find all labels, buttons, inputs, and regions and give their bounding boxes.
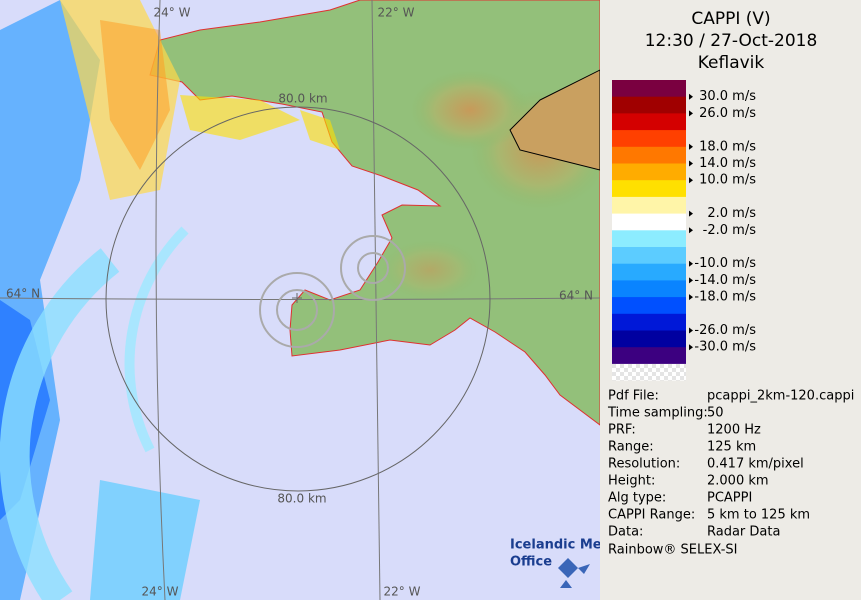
info-value: Radar Data (707, 525, 780, 540)
legend-label: 26.0 m/s (699, 106, 756, 121)
echo (90, 480, 200, 600)
legend-tick (689, 143, 693, 150)
lon-label: 22° W (384, 585, 421, 599)
echo-arc (124, 226, 189, 453)
legend-tick (689, 210, 693, 217)
legend-label: 10.0 m/s (699, 173, 756, 188)
legend-swatch (612, 113, 686, 131)
legend-label: -26.0 m/s (694, 323, 756, 338)
logo-text: Office (510, 555, 552, 570)
footer: Rainbow® SELEX-SI (608, 543, 738, 558)
info-value: pcappi_2km-120.cappi (707, 389, 854, 404)
legend-swatch (612, 313, 686, 331)
lon-label: 24° W (142, 585, 179, 599)
logo: Icelandic Met Office (510, 538, 608, 588)
legend-label: 2.0 m/s (707, 206, 756, 221)
legend-label: -2.0 m/s (703, 223, 757, 238)
legend-tick (689, 344, 693, 351)
logo-icon (558, 558, 590, 588)
legend-swatch (612, 213, 686, 231)
logo-text: Icelandic Met (510, 538, 608, 553)
range-ring (105, 106, 491, 492)
info-key: Data: (608, 525, 643, 540)
info-value: 0.417 km/pixel (707, 457, 804, 472)
legend-tick (689, 277, 693, 284)
radar-ring (259, 272, 335, 348)
legend-label: 18.0 m/s (699, 139, 756, 154)
legend-label: -10.0 m/s (694, 256, 756, 271)
legend-label: -30.0 m/s (694, 340, 756, 355)
range-label: 80.0 km (278, 92, 327, 106)
lake-area (509, 69, 600, 171)
info-key: Time sampling: (607, 406, 708, 421)
info-key: Pdf File: (608, 389, 659, 404)
info-key: Alg type: (608, 491, 666, 506)
legend-swatch (612, 80, 686, 98)
radar-site (292, 293, 302, 303)
info-value: 5 km to 125 km (707, 508, 810, 523)
legend-tick (689, 294, 693, 301)
legend-tick (689, 93, 693, 100)
lon-label: 24° W (154, 6, 191, 20)
info-value: 50 (707, 406, 724, 421)
info-value: 1200 Hz (707, 423, 761, 438)
legend-swatch (612, 163, 686, 181)
highland (410, 70, 530, 150)
info-key: Height: (608, 474, 655, 489)
highland (380, 240, 480, 300)
echo (100, 20, 170, 170)
parallel (0, 297, 600, 300)
legend-swatch (612, 297, 686, 315)
info-value: PCAPPI (707, 491, 752, 506)
info-key: CAPPI Range: (608, 508, 695, 523)
lat-label: 64° N (6, 287, 40, 301)
legend-tick (689, 327, 693, 334)
info-value: 125 km (707, 440, 756, 455)
legend-swatch-nodata (612, 363, 686, 381)
legend-label: -18.0 m/s (694, 290, 756, 305)
info-table: Pdf File: pcappi_2km-120.cappi Time sampli… (607, 389, 854, 540)
panel-station: Keflavik (698, 53, 765, 73)
legend-label: 14.0 m/s (699, 156, 756, 171)
legend-swatch (612, 280, 686, 298)
legend-swatch (612, 347, 686, 365)
legend-tick (689, 260, 693, 267)
legend-swatch (612, 230, 686, 248)
info-key: PRF: (608, 423, 636, 438)
echo (300, 110, 340, 150)
lat-label: 64° N (559, 289, 593, 303)
info-value: 2.000 km (707, 474, 769, 489)
legend-tick (689, 160, 693, 167)
legend-label: 30.0 m/s (699, 89, 756, 104)
range-label: 80.0 km (277, 492, 326, 506)
panel-title: CAPPI (V) (691, 9, 770, 29)
legend-swatch (612, 96, 686, 114)
info-key: Range: (608, 440, 654, 455)
lon-label: 22° W (378, 6, 415, 20)
radar-ring (340, 235, 406, 301)
legend-swatch (612, 330, 686, 348)
radar-ring (357, 252, 389, 284)
radar-ring (276, 289, 318, 331)
legend-swatch (612, 247, 686, 265)
legend-swatch (612, 180, 686, 198)
panel-time: 12:30 / 27-Oct-2018 (645, 31, 818, 51)
legend-swatch (612, 263, 686, 281)
legend: 30.0 m/s 26.0 m/s 18.0 m/s 14.0 m/s 10.0 m/s… (612, 80, 756, 381)
map: 24° W 22° W 80.0 km 64° N 64° N 80.0 km … (0, 0, 608, 600)
legend-tick (689, 177, 693, 184)
info-key: Resolution: (608, 457, 680, 472)
legend-tick (689, 110, 693, 117)
echo-arc (0, 248, 120, 600)
legend-tick (689, 227, 693, 234)
legend-swatch (612, 130, 686, 148)
legend-swatch (612, 146, 686, 164)
meridian (155, 0, 166, 600)
legend-swatch (612, 196, 686, 215)
legend-label: -14.0 m/s (694, 273, 756, 288)
